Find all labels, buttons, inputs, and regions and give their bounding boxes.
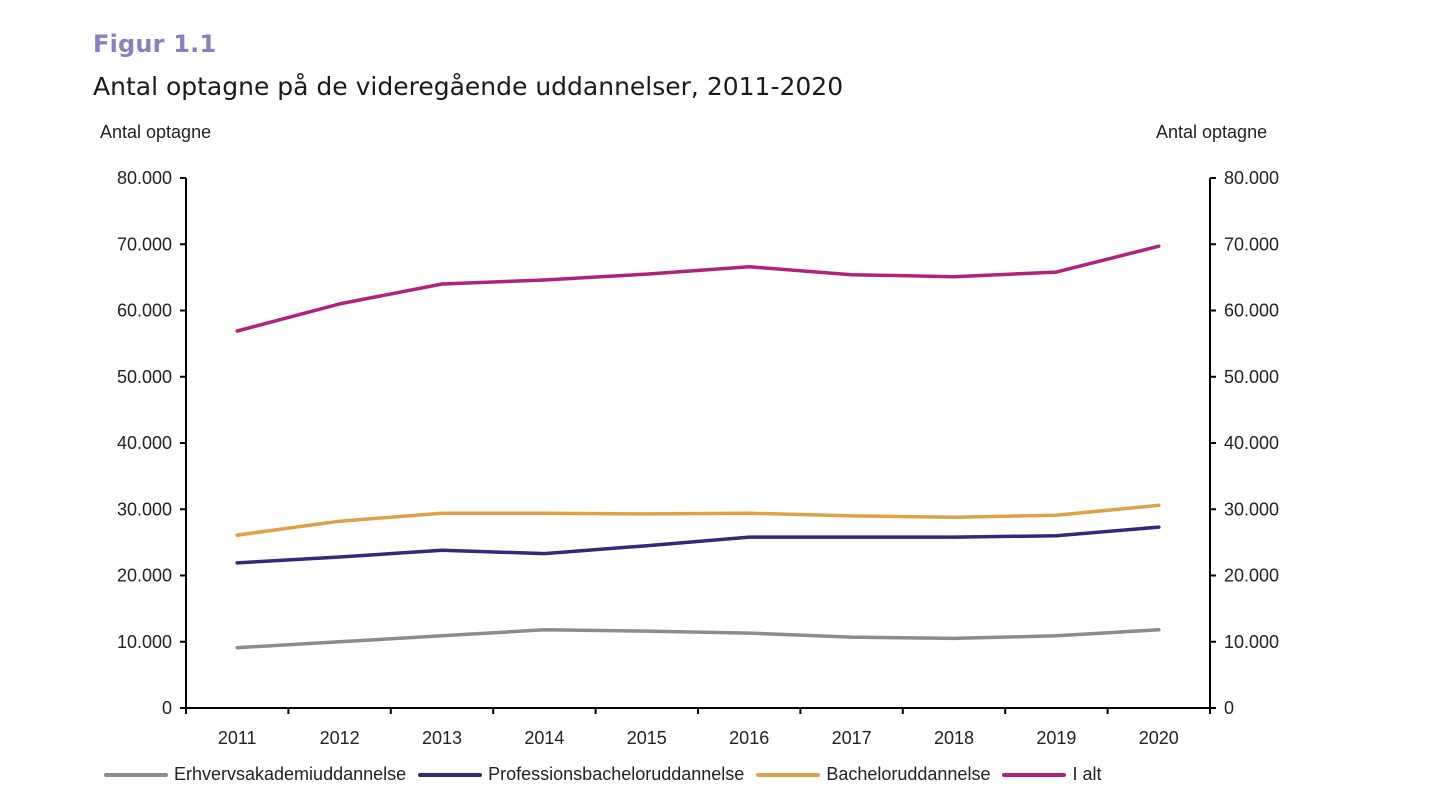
y-tick-label-left: 40.000 [117, 433, 172, 453]
y-tick-label-left: 50.000 [117, 367, 172, 387]
y-tick-label-right: 40.000 [1224, 433, 1279, 453]
legend-swatch [1002, 772, 1067, 777]
x-tick-label: 2019 [1036, 728, 1076, 748]
legend-label: I alt [1072, 764, 1102, 784]
y-axis-title-right: Antal optagne [1156, 122, 1268, 142]
legend-item: Bacheloruddannelse [756, 764, 990, 785]
x-tick-label: 2020 [1139, 728, 1179, 748]
y-tick-label-right: 50.000 [1224, 367, 1279, 387]
y-tick-label-right: 0 [1224, 698, 1234, 718]
legend-swatch [756, 772, 821, 777]
legend-item: Erhvervsakademiuddannelse [104, 764, 406, 785]
y-tick-label-right: 20.000 [1224, 566, 1279, 586]
x-tick-label: 2013 [422, 728, 462, 748]
y-tick-label-left: 30.000 [117, 499, 172, 519]
legend: Erhvervsakademiuddannelse Professionsbach… [104, 764, 1113, 785]
legend-label: Erhvervsakademiuddannelse [174, 764, 407, 784]
legend-label: Bacheloruddannelse [826, 764, 991, 784]
y-tick-label-right: 70.000 [1224, 234, 1279, 254]
x-tick-label: 2017 [832, 728, 872, 748]
y-tick-label-left: 80.000 [117, 168, 172, 188]
x-tick-label: 2011 [218, 728, 257, 748]
legend-item: I alt [1002, 764, 1101, 785]
y-tick-label-left: 60.000 [117, 301, 172, 321]
y-tick-label-left: 0 [162, 698, 172, 718]
y-tick-label-right: 30.000 [1224, 499, 1279, 519]
legend-item: Professionsbacheloruddannelse [418, 764, 744, 785]
y-tick-label-left: 20.000 [117, 566, 172, 586]
y-tick-label-left: 10.000 [117, 632, 172, 652]
figure-label: Figur 1.1 [93, 30, 217, 58]
legend-swatch [418, 772, 483, 777]
x-tick-label: 2016 [729, 728, 769, 748]
chart-title: Antal optagne på de videregående uddanne… [93, 72, 844, 101]
legend-swatch [104, 772, 168, 777]
y-axis-title-left: Antal optagne [100, 122, 212, 142]
series-line-professionsbacheloruddannelse [235, 525, 1161, 565]
x-tick-label: 2012 [320, 728, 360, 748]
series-line-erhvervsakademiuddannelse [235, 628, 1161, 650]
x-tick-label: 2014 [524, 728, 564, 748]
y-tick-label-right: 60.000 [1224, 301, 1279, 321]
y-tick-label-right: 10.000 [1224, 632, 1279, 652]
x-tick-label: 2015 [627, 728, 667, 748]
series-line-bacheloruddannelse [235, 503, 1161, 537]
series-line-i-alt [235, 244, 1161, 333]
y-tick-label-right: 80.000 [1224, 168, 1279, 188]
y-tick-label-left: 70.000 [117, 234, 172, 254]
legend-label: Professionsbacheloruddannelse [488, 764, 745, 784]
x-tick-label: 2018 [934, 728, 974, 748]
